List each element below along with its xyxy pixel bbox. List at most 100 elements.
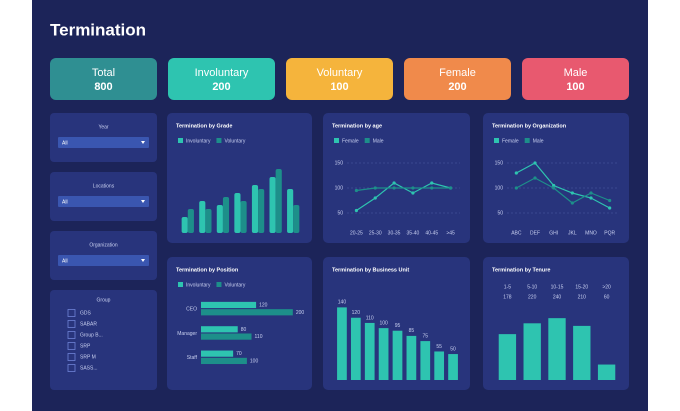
y-tick-label: 150 bbox=[495, 160, 504, 166]
group-item: Group B... bbox=[80, 332, 103, 338]
bar bbox=[201, 357, 247, 365]
kpi-label: Male bbox=[564, 67, 588, 79]
checkbox[interactable] bbox=[67, 364, 76, 372]
point bbox=[354, 208, 359, 213]
bar bbox=[573, 325, 591, 380]
legend-label: Voluntary bbox=[224, 282, 245, 288]
checkbox[interactable] bbox=[67, 309, 76, 317]
kpi-label: Female bbox=[439, 67, 476, 79]
bar bbox=[420, 341, 431, 380]
x-tick-label: 20-25 bbox=[350, 230, 363, 236]
point bbox=[373, 186, 377, 190]
point bbox=[430, 186, 434, 190]
checkbox[interactable] bbox=[67, 331, 76, 339]
checkbox[interactable] bbox=[67, 353, 76, 361]
data-label: 120 bbox=[352, 310, 361, 316]
chart-title: Termination by Business Unit bbox=[332, 267, 409, 273]
point bbox=[570, 201, 574, 205]
bar bbox=[337, 307, 347, 380]
bar bbox=[392, 330, 403, 380]
chart-title: Termination by Organization bbox=[492, 123, 567, 129]
x-tick-label: JKL bbox=[568, 230, 577, 236]
data-label: 55 bbox=[436, 344, 442, 350]
bar bbox=[222, 197, 230, 233]
point bbox=[411, 186, 415, 190]
bar bbox=[597, 364, 616, 380]
point bbox=[608, 206, 612, 210]
kpi-value: 800 bbox=[94, 81, 112, 93]
bar bbox=[275, 169, 282, 233]
legend-swatch bbox=[494, 138, 499, 143]
point bbox=[354, 188, 359, 193]
filter-dropdown[interactable] bbox=[58, 255, 149, 266]
kpi-value: 100 bbox=[566, 81, 584, 93]
kpi-label: Involuntary bbox=[195, 67, 249, 79]
point bbox=[589, 191, 593, 195]
filter-dropdown[interactable] bbox=[58, 137, 149, 148]
dropdown-arrow bbox=[141, 259, 145, 262]
bar bbox=[448, 354, 458, 380]
data-label: 210 bbox=[578, 294, 587, 300]
x-tick-label: DEF bbox=[530, 230, 540, 236]
category-label: 10-15 bbox=[551, 284, 564, 290]
y-tick-label: CEO bbox=[186, 306, 197, 312]
point bbox=[392, 181, 396, 185]
group-panel bbox=[50, 290, 157, 390]
bar bbox=[234, 193, 241, 233]
kpi-card[interactable] bbox=[522, 58, 629, 100]
data-label: 140 bbox=[338, 300, 347, 306]
legend-label: Female bbox=[502, 138, 519, 144]
legend-label: Male bbox=[533, 138, 544, 144]
bar bbox=[548, 318, 566, 380]
dashboard-title: Termination bbox=[50, 20, 146, 39]
kpi-value: 200 bbox=[448, 81, 466, 93]
data-label: 50 bbox=[450, 346, 456, 352]
filter-dropdown[interactable] bbox=[58, 196, 149, 207]
data-label: 200 bbox=[296, 310, 305, 316]
data-label: 95 bbox=[395, 323, 401, 329]
point bbox=[552, 186, 556, 190]
kpi-card[interactable] bbox=[286, 58, 393, 100]
legend-label: Voluntary bbox=[224, 138, 245, 144]
x-tick-label: 25-30 bbox=[369, 230, 382, 236]
data-label: 100 bbox=[250, 358, 259, 364]
bar bbox=[199, 201, 206, 233]
legend-label: Male bbox=[373, 138, 384, 144]
chart-panel bbox=[483, 113, 629, 243]
x-tick-label: >45 bbox=[446, 230, 455, 236]
bar bbox=[434, 351, 445, 380]
checkbox[interactable] bbox=[67, 320, 76, 328]
group-item: GDS bbox=[80, 310, 92, 316]
x-tick-label: MNO bbox=[585, 230, 597, 236]
data-label: 60 bbox=[604, 294, 610, 300]
x-tick-label: ABC bbox=[511, 230, 522, 236]
filter-selected: All bbox=[62, 258, 68, 264]
legend-swatch bbox=[524, 138, 530, 143]
data-label: 80 bbox=[241, 327, 247, 333]
bar bbox=[201, 301, 257, 309]
kpi-card[interactable] bbox=[168, 58, 275, 100]
point bbox=[589, 196, 593, 200]
bar bbox=[293, 205, 300, 233]
bar bbox=[498, 334, 517, 380]
category-label: 15-20 bbox=[575, 284, 588, 290]
chart-title: Termination by Tenure bbox=[492, 267, 550, 273]
group-title: Group bbox=[97, 297, 111, 303]
legend-swatch bbox=[364, 138, 370, 143]
kpi-card[interactable] bbox=[50, 58, 157, 100]
category-label: 5-10 bbox=[527, 284, 537, 290]
x-tick-label: 30-35 bbox=[388, 230, 401, 236]
bar bbox=[523, 323, 541, 380]
bar bbox=[216, 205, 223, 233]
checkbox[interactable] bbox=[67, 342, 76, 350]
legend-label: Involuntary bbox=[186, 282, 211, 288]
kpi-card[interactable] bbox=[404, 58, 511, 100]
bar bbox=[201, 309, 293, 316]
filter-label: Locations bbox=[93, 183, 115, 189]
bar bbox=[364, 322, 375, 380]
x-tick-label: PQR bbox=[604, 230, 615, 236]
bar bbox=[350, 317, 361, 380]
bar bbox=[406, 335, 417, 380]
legend-swatch bbox=[334, 138, 339, 143]
